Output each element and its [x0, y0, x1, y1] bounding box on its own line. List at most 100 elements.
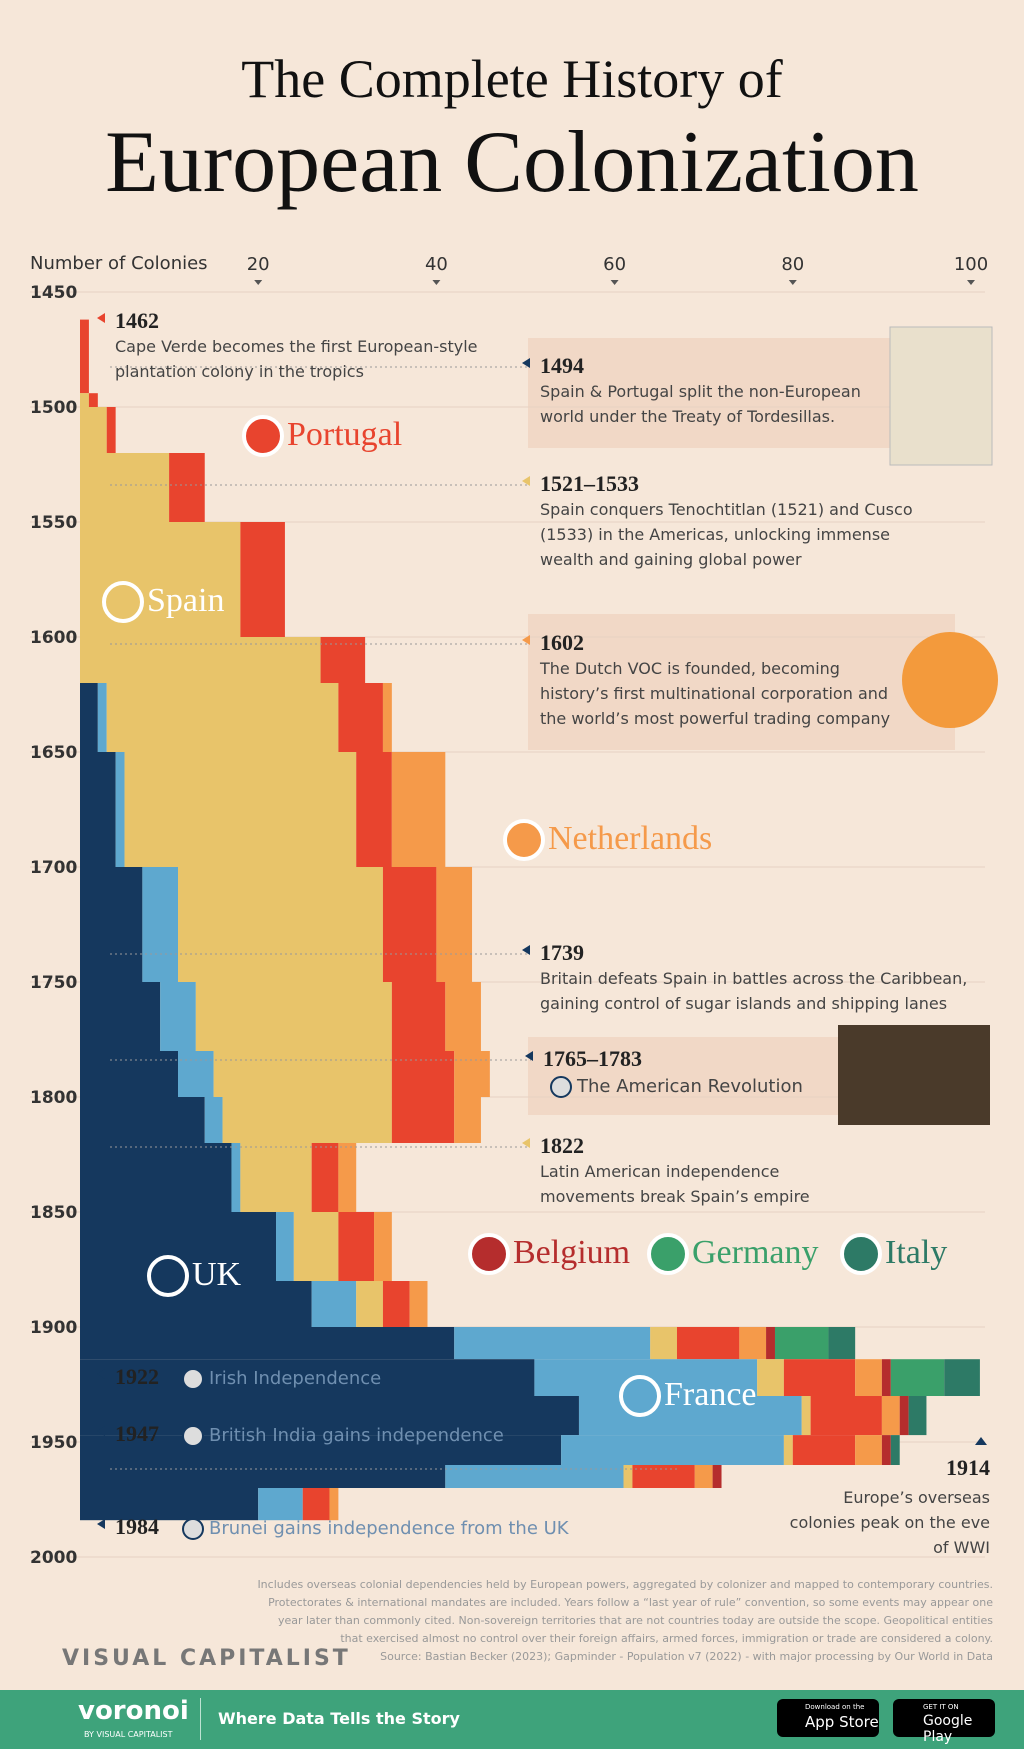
x-tick-label: 100: [954, 254, 988, 275]
area-segment: [712, 1465, 722, 1488]
subtitle: European Colonization: [105, 114, 919, 211]
y-tick-label: 1500: [30, 398, 77, 418]
area-segment: [80, 683, 98, 752]
area-segment: [88, 393, 98, 407]
area-segment: [169, 453, 205, 522]
area-segment: [80, 637, 321, 683]
area-segment: [80, 867, 143, 982]
footer-logo: voronoi: [78, 1696, 189, 1726]
event-year: 1462: [115, 308, 159, 333]
legend-label: Spain: [147, 582, 225, 619]
area-segment: [632, 1465, 695, 1488]
badge-text: Google Play: [923, 1713, 973, 1745]
area-segment: [80, 982, 161, 1051]
event-text: The American Revolution: [577, 1076, 803, 1097]
area-segment: [338, 1143, 357, 1212]
footer: voronoi BY VISUAL CAPITALIST Where Data …: [0, 1690, 1024, 1749]
y-tick-label: 2000: [30, 1548, 77, 1568]
event-text: Cape Verde becomes the first European-st…: [115, 337, 478, 381]
pointer: [525, 1051, 533, 1061]
y-tick-label: 1650: [30, 743, 77, 763]
area-segment: [801, 1396, 811, 1436]
area-segment: [881, 1396, 900, 1436]
event-year: 1947: [115, 1421, 159, 1446]
pointer: [975, 1437, 987, 1445]
event-icon: [182, 1368, 204, 1390]
footnote: that exercised almost no control over th…: [340, 1632, 993, 1645]
area-segment: [391, 1051, 455, 1097]
y-tick-label: 1750: [30, 973, 77, 993]
area-segment: [578, 1396, 802, 1436]
area-segment: [80, 1465, 446, 1488]
legend-label: Germany: [692, 1234, 819, 1271]
area-segment: [454, 1051, 490, 1097]
area-segment: [783, 1359, 856, 1396]
event-text: Latin American independence movements br…: [540, 1162, 810, 1206]
event-icon: [182, 1425, 204, 1447]
axis-label: Number of Colonies: [30, 253, 208, 274]
flag-icon: [647, 1233, 689, 1275]
legend-label: Belgium: [513, 1234, 631, 1271]
pointer: [97, 1519, 105, 1529]
area-segment: [890, 1435, 900, 1465]
area-segment: [142, 867, 179, 982]
footnote: Source: Bastian Becker (2023); Gapminder…: [380, 1650, 993, 1663]
legend-label: UK: [192, 1256, 242, 1293]
footnote: year later than commonly cited. Non-sove…: [277, 1614, 993, 1627]
pointer: [522, 635, 530, 645]
area-segment: [757, 1359, 784, 1396]
event-text: Irish Independence: [209, 1368, 382, 1389]
divider: [200, 1698, 201, 1740]
area-segment: [338, 683, 383, 752]
area-segment: [124, 752, 357, 867]
app-store-badge[interactable]: Download on the App Store: [777, 1699, 879, 1737]
area-segment: [445, 1465, 624, 1488]
area-segment: [774, 1327, 829, 1360]
google-play-badge[interactable]: GET IT ON Google Play: [893, 1699, 995, 1745]
area-segment: [80, 393, 89, 407]
x-tick: [254, 280, 263, 285]
area-segment: [80, 1281, 312, 1327]
area-segment: [445, 982, 481, 1051]
area-segment: [231, 1143, 241, 1212]
area-segment: [80, 407, 107, 453]
event-text: Spain conquers Tenochtitlan (1521) and C…: [540, 500, 913, 569]
area-segment: [454, 1097, 481, 1143]
area-segment: [650, 1327, 677, 1360]
event-text: Spain & Portugal split the non-European …: [540, 382, 861, 426]
area-segment: [382, 867, 437, 982]
area-segment: [329, 1488, 339, 1521]
area-segment: [454, 1327, 651, 1360]
area-segment: [80, 752, 116, 867]
area-segment: [195, 982, 392, 1051]
area-segment: [338, 1212, 375, 1281]
area-segment: [382, 683, 392, 752]
area-segment: [311, 1281, 357, 1327]
event-year: 1521–1533: [540, 471, 639, 496]
pointer: [522, 476, 530, 486]
event-text: Brunei gains independence from the UK: [209, 1518, 569, 1539]
area-segment: [80, 1327, 455, 1360]
y-tick-label: 1900: [30, 1318, 77, 1338]
area-segment: [293, 1212, 339, 1281]
area-segment: [80, 453, 170, 522]
pointer: [522, 945, 530, 955]
tagline: Where Data Tells the Story: [218, 1709, 460, 1728]
area-segment: [204, 1097, 223, 1143]
footer-logo-sub: BY VISUAL CAPITALIST: [84, 1730, 173, 1739]
area-segment: [97, 683, 107, 752]
area-segment: [302, 1488, 330, 1521]
event-year: 1822: [540, 1133, 584, 1158]
y-tick-label: 1550: [30, 513, 77, 533]
area-segment: [311, 1143, 339, 1212]
y-tick-label: 1450: [30, 283, 77, 303]
area-segment: [409, 1281, 428, 1327]
event-year: 1494: [540, 353, 584, 378]
event-text: The Dutch VOC is founded, becoming histo…: [540, 659, 891, 728]
area-segment: [623, 1465, 633, 1488]
event-year: 1765–1783: [543, 1046, 642, 1071]
area-segment: [783, 1435, 793, 1465]
x-tick-label: 20: [247, 254, 270, 275]
